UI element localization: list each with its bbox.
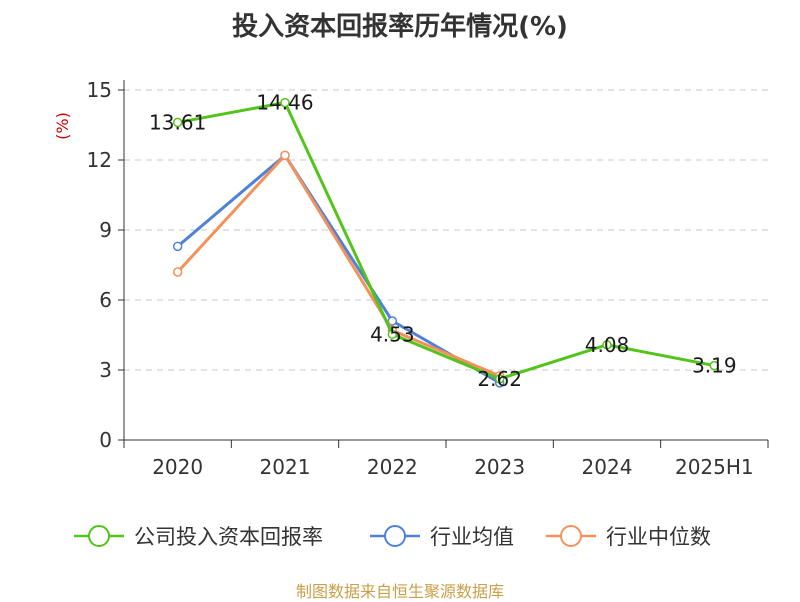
data-source-note: 制图数据来自恒生聚源数据库 [295,582,504,601]
data-labels: 13.61 14.46 4.53 2.62 4.08 3.19 [149,91,737,391]
data-label: 4.08 [585,333,630,357]
legend-swatch-marker [384,525,406,547]
legend: 公司投入资本回报率 行业均值 行业中位数 [74,525,711,549]
series-point-2 [172,267,183,277]
legend-label: 行业中位数 [606,525,711,549]
series-point-0 [172,117,183,128]
y-tick-label: 9 [99,218,112,242]
x-tick-label: 2023 [474,455,525,479]
series-point-1 [172,241,183,252]
data-label: 14.46 [256,91,313,115]
series-point-0 [709,360,720,371]
y-tick-label: 15 [87,78,112,102]
series-point-0 [387,329,398,340]
legend-swatch-marker [88,525,110,547]
legend-label: 公司投入资本回报率 [134,525,323,549]
x-tick-label: 2024 [582,455,633,479]
series-point-2 [280,150,290,161]
legend-label: 行业均值 [430,525,514,549]
data-label: 4.53 [370,322,415,346]
y-axis-unit-label: (%) [53,112,72,140]
series-line-0 [177,101,715,381]
axes: 0 3 6 9 12 15 2020 2021 2022 2023 2024 2025H1 [87,78,769,479]
x-tick-label: 2021 [260,455,311,479]
chart-title: 投入资本回报率历年情况(%) [232,12,568,42]
data-label: 3.19 [692,354,737,378]
series-line-1 [176,153,501,385]
y-tick-label: 0 [99,428,112,452]
grid-lines [124,89,768,371]
series-point-0 [280,97,290,108]
data-label: 2.62 [477,367,522,391]
series-line-2 [176,153,501,378]
data-label: 13.61 [149,110,206,134]
x-tick-label: 2025H1 [675,455,754,479]
series-point-0 [602,340,612,350]
series [172,97,720,388]
y-tick-label: 6 [99,288,112,312]
legend-swatch-marker [560,525,582,547]
x-tick-label: 2020 [152,455,203,479]
x-tick-label: 2022 [367,455,418,479]
y-tick-label: 3 [99,358,112,382]
series-point-0 [494,374,505,384]
y-tick-label: 12 [87,148,112,172]
